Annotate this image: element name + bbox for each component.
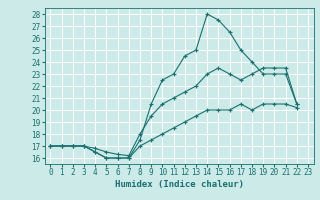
X-axis label: Humidex (Indice chaleur): Humidex (Indice chaleur) bbox=[115, 180, 244, 189]
